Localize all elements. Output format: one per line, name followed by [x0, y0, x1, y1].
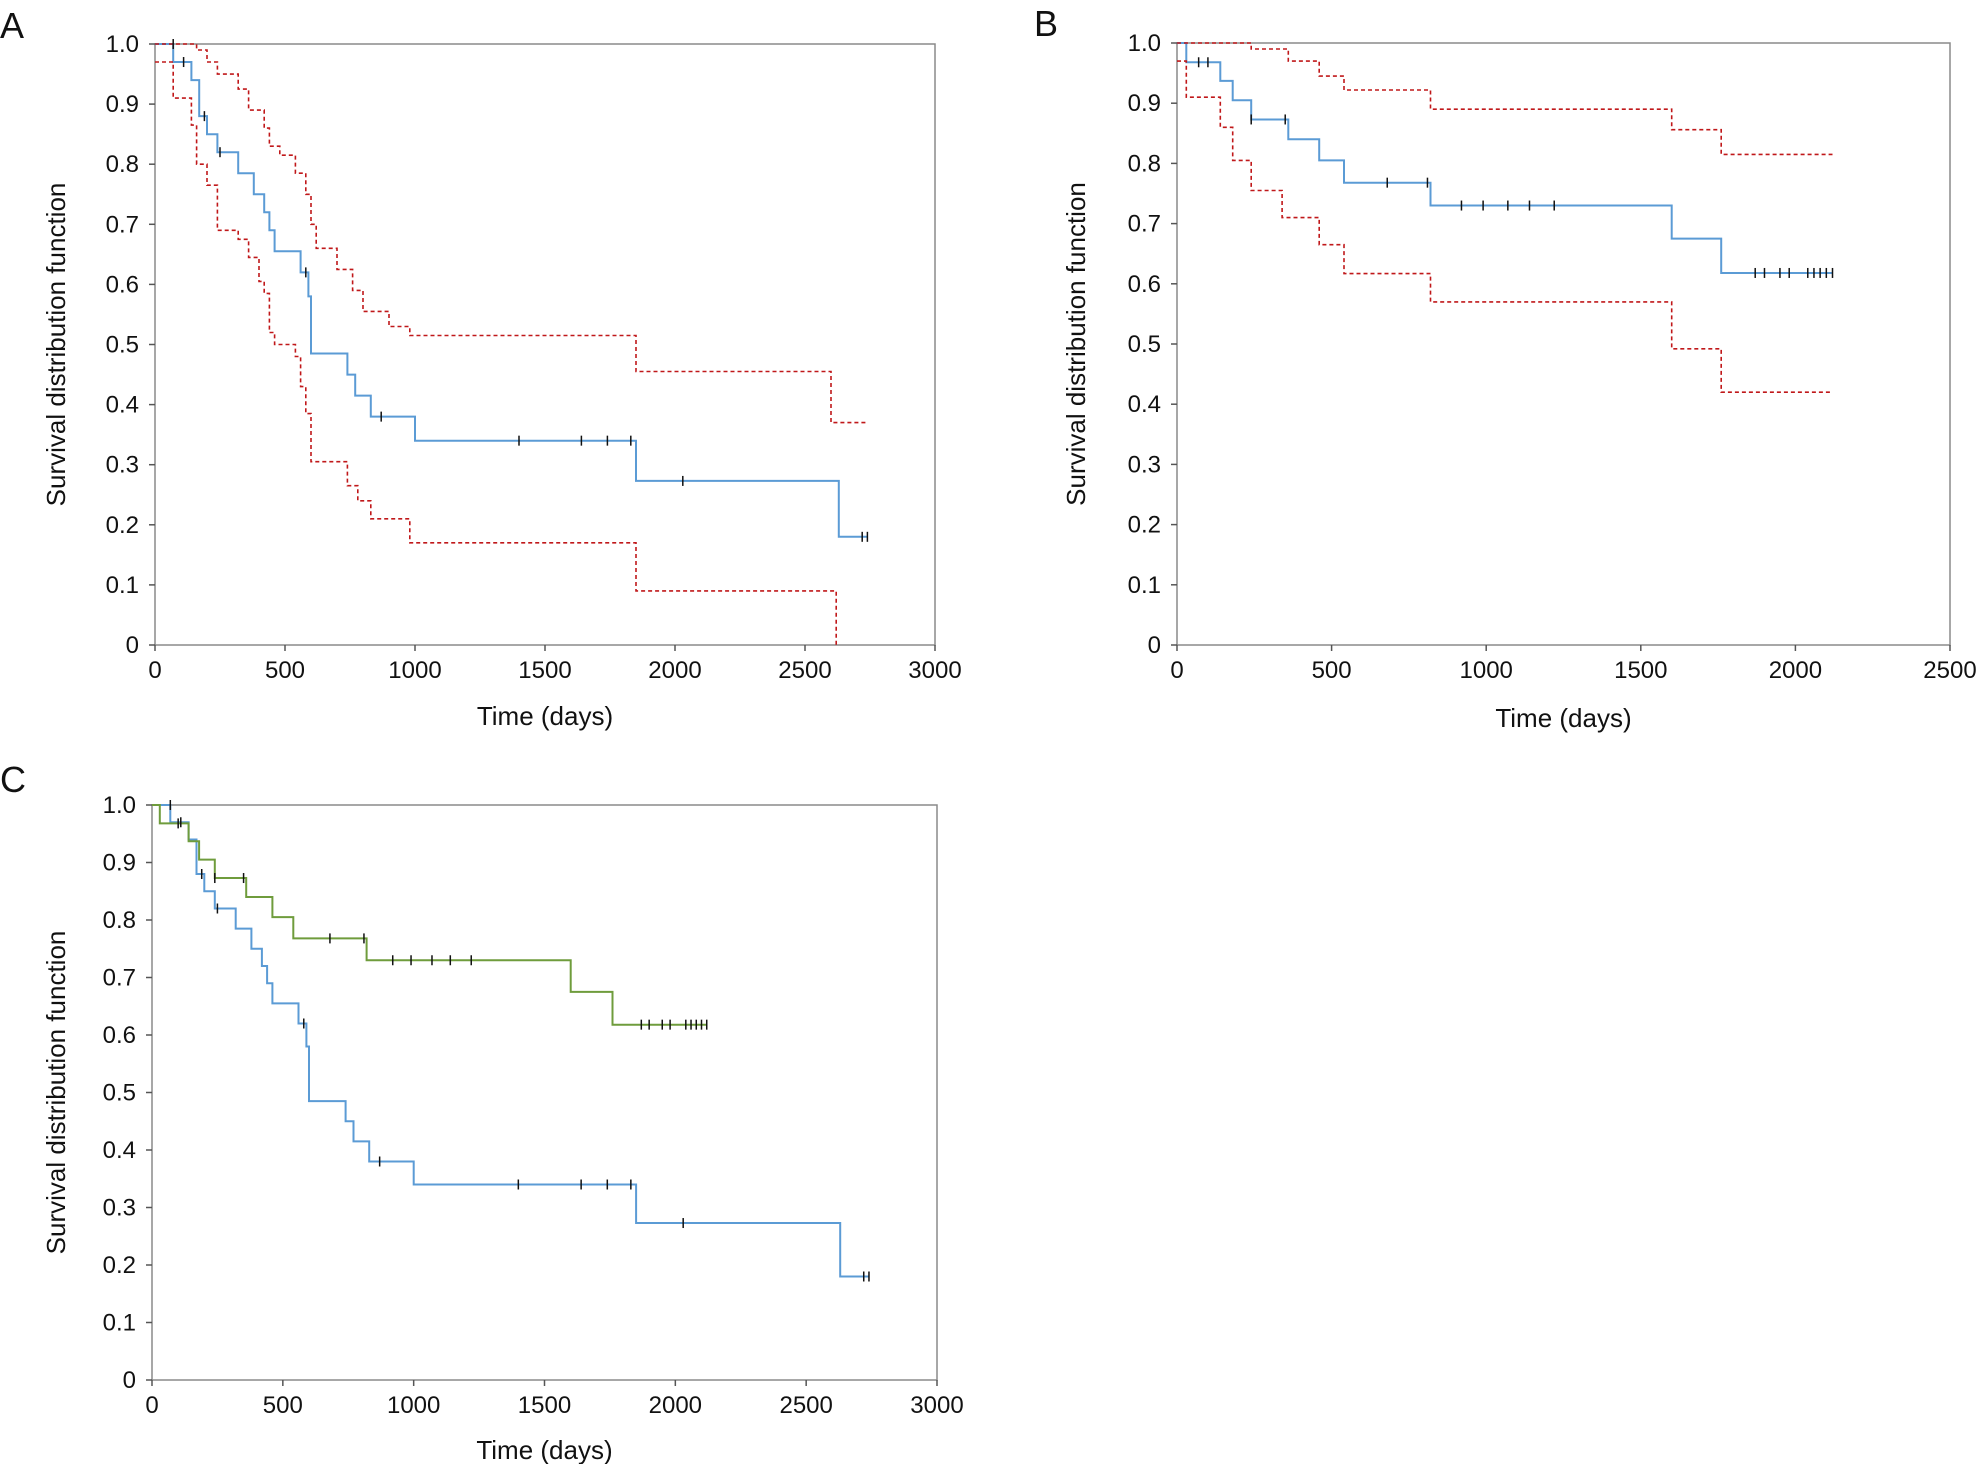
plot-frame	[1176, 42, 1951, 646]
x-axis-label: Time (days)	[1495, 703, 1631, 733]
x-tick-label: 0	[148, 657, 161, 684]
survival-curve	[152, 804, 869, 1278]
x-tick-label: 1500	[1614, 657, 1667, 684]
y-tick-label: 0.2	[106, 512, 139, 539]
x-tick-label: 1000	[388, 657, 441, 684]
ci-lower-line	[155, 61, 837, 645]
x-tick-label: 2500	[779, 1392, 832, 1419]
y-tick-label: 0.5	[1128, 331, 1161, 358]
y-tick-label: 0.2	[103, 1252, 136, 1279]
censor-marks	[1197, 57, 1834, 278]
x-tick-label: 0	[145, 1392, 158, 1419]
y-tick-label: 1.0	[106, 31, 139, 58]
y-tick-label: 1.0	[103, 792, 136, 819]
y-tick-label: 0.8	[106, 151, 139, 178]
y-tick-label: 0.1	[1128, 572, 1161, 599]
y-tick-label: 0	[1148, 632, 1161, 659]
y-tick-label: 0.8	[103, 907, 136, 934]
x-tick-label: 2000	[648, 657, 701, 684]
y-tick-label: 0	[123, 1367, 136, 1394]
y-tick-label: 0.5	[106, 332, 139, 359]
x-tick-label: 2000	[1769, 657, 1822, 684]
y-tick-label: 0.6	[106, 271, 139, 298]
x-tick-label: 3000	[910, 1392, 963, 1419]
y-tick-label: 0.7	[106, 211, 139, 238]
y-tick-label: 1.0	[1128, 30, 1161, 57]
survival-curve	[155, 43, 868, 538]
x-tick-label: 500	[265, 657, 305, 684]
panel-a-letter: A	[0, 5, 24, 46]
y-axis-label: Survival distribution function	[41, 931, 71, 1255]
y-tick-label: 0.9	[106, 91, 139, 118]
x-axis-label: Time (days)	[476, 1435, 612, 1464]
x-tick-label: 2500	[1923, 657, 1976, 684]
y-tick-label: 0.7	[103, 965, 136, 992]
x-tick-label: 1500	[518, 657, 571, 684]
y-tick-label: 0.4	[103, 1137, 136, 1164]
x-tick-label: 2500	[778, 657, 831, 684]
x-tick-label: 1000	[387, 1392, 440, 1419]
ci-lower-line	[1177, 60, 1833, 393]
y-tick-label: 0.6	[1128, 271, 1161, 298]
panel-b: B 0 0.1 0.2 0.3 0.4 0.5 0.6 0.7 0.8 0.9 1.0 0 500 100…	[1034, 3, 1977, 733]
y-tick-label: 0.6	[103, 1022, 136, 1049]
plot-frame	[154, 43, 936, 646]
plot-frame	[151, 804, 938, 1381]
x-tick-label: 3000	[908, 657, 961, 684]
x-tick-label: 500	[263, 1392, 303, 1419]
y-tick-label: 0	[126, 632, 139, 659]
y-tick-label: 0.2	[1128, 512, 1161, 539]
x-tick-label: 2000	[649, 1392, 702, 1419]
y-tick-label: 0.1	[106, 572, 139, 599]
x-tick-label: 0	[1170, 657, 1183, 684]
survival-curve	[152, 804, 707, 1026]
panel-c: C 0 0.1 0.2 0.3 0.4 0.5 0.6 0.7 0.8 0.9 1.0 0 500 100…	[0, 759, 964, 1464]
x-tick-label: 500	[1312, 657, 1352, 684]
y-tick-label: 0.9	[103, 850, 136, 877]
survival-curve	[1177, 42, 1833, 274]
y-tick-label: 0.4	[106, 392, 139, 419]
y-tick-label: 0.9	[1128, 90, 1161, 117]
y-tick-label: 0.3	[103, 1195, 136, 1222]
panel-b-letter: B	[1034, 3, 1058, 44]
panel-c-letter: C	[0, 759, 26, 800]
y-tick-label: 0.3	[1128, 451, 1161, 478]
y-axis-label: Survival distribution function	[41, 183, 71, 507]
x-axis-label: Time (days)	[477, 701, 613, 731]
x-tick-label: 1000	[1460, 657, 1513, 684]
censor-marks	[169, 800, 870, 1282]
ci-upper-line	[155, 43, 868, 424]
panel-a: A 0 0.1 0.2 0.3 0.4 0.5 0.6 0.7 0.8 0.9 1.0 0 500 100…	[0, 5, 962, 731]
x-tick-label: 1500	[518, 1392, 571, 1419]
y-tick-label: 0.5	[103, 1080, 136, 1107]
censor-marks	[172, 39, 869, 542]
y-tick-label: 0.4	[1128, 391, 1161, 418]
ci-upper-line	[1177, 42, 1833, 156]
y-tick-label: 0.3	[106, 452, 139, 479]
y-tick-label: 0.1	[103, 1310, 136, 1337]
y-tick-label: 0.7	[1128, 211, 1161, 238]
y-tick-label: 0.8	[1128, 150, 1161, 177]
y-axis-label: Survival distribution function	[1061, 182, 1091, 506]
